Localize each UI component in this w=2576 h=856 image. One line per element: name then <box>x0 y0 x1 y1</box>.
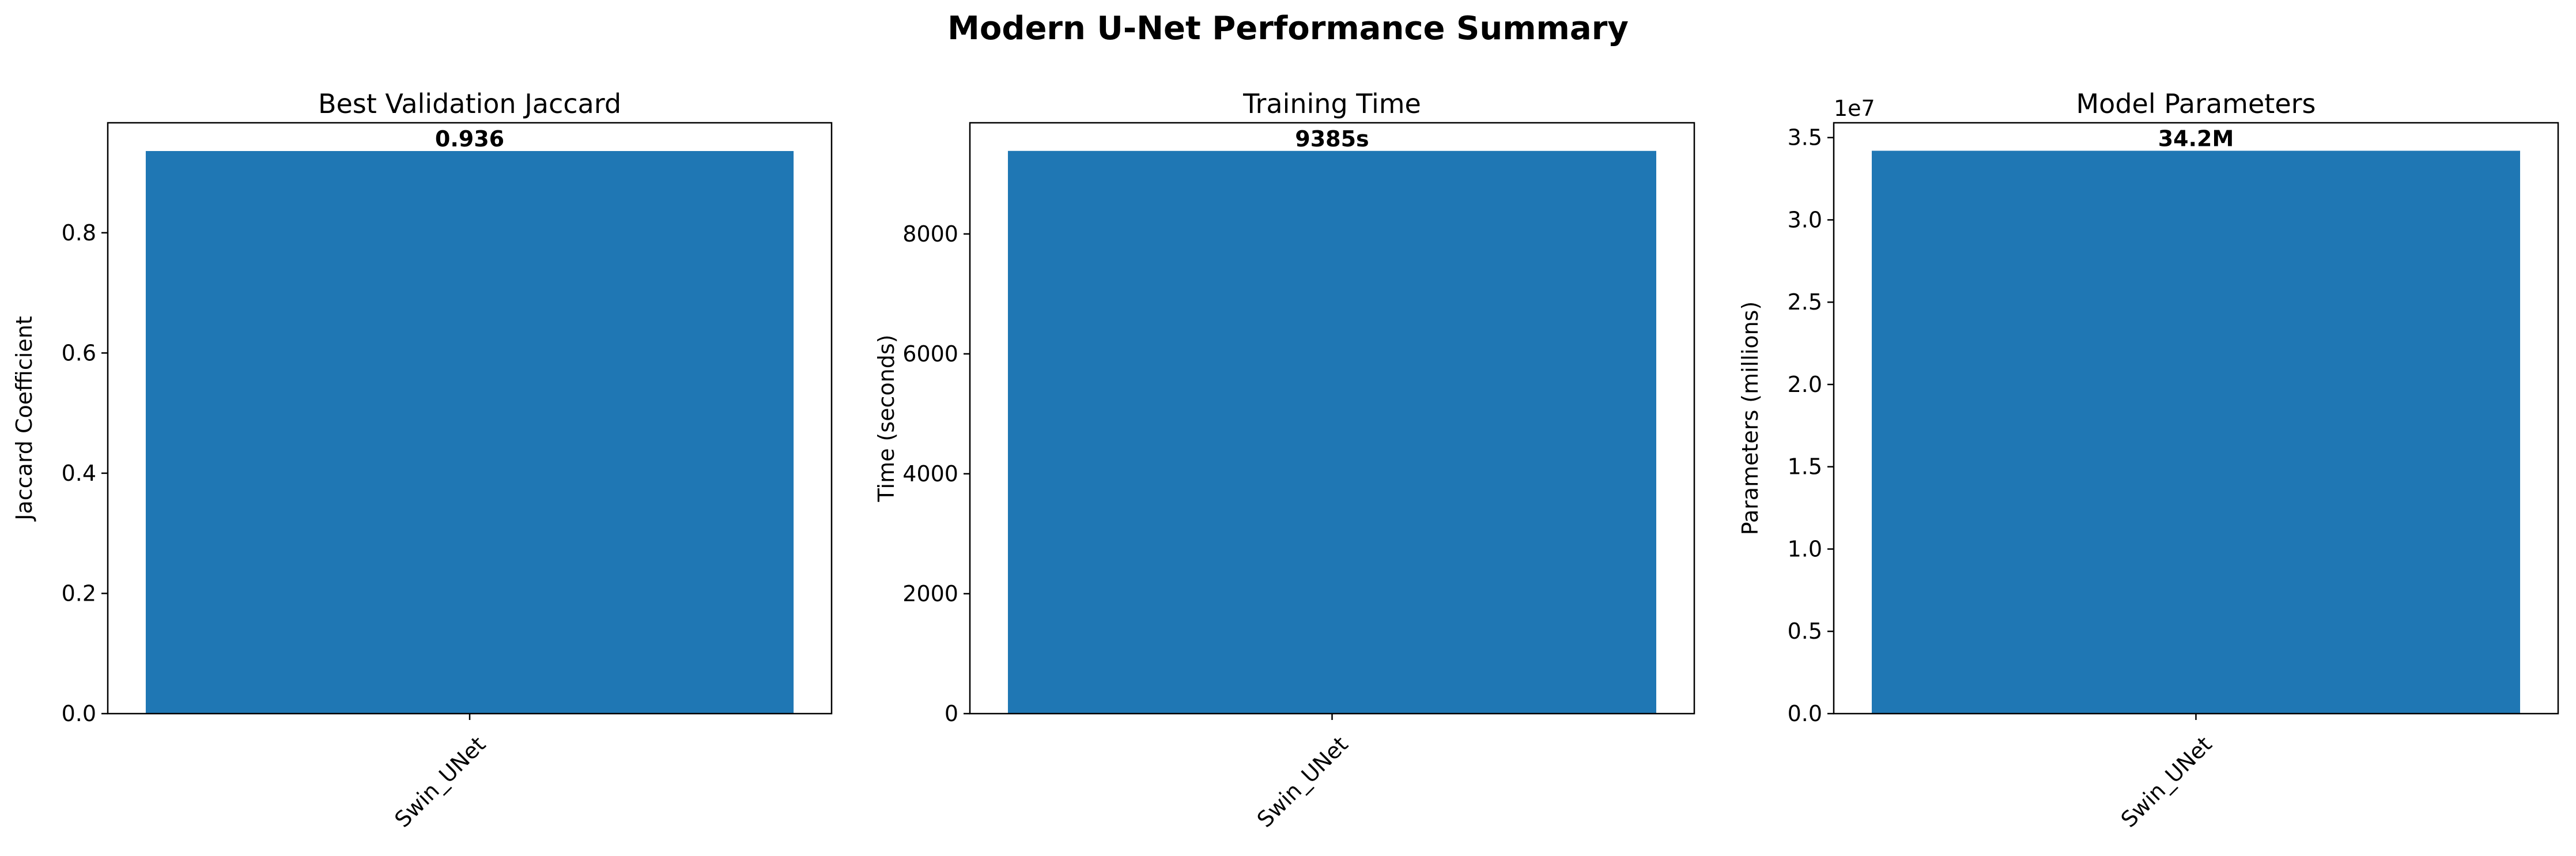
y-offset-label: 1e7 <box>1834 96 1875 121</box>
y-tick-label: 1.5 <box>1788 454 1822 480</box>
bar-value-label: 34.2M <box>2158 126 2234 152</box>
y-tick-label: 1.0 <box>1788 536 1822 561</box>
y-tick-label: 0.8 <box>62 220 96 246</box>
y-tick-label: 0.0 <box>62 701 96 726</box>
y-tick-label: 3.0 <box>1788 207 1822 232</box>
bar-value-label: 0.936 <box>435 126 504 152</box>
axes-frame <box>1833 122 2559 715</box>
axes-frame <box>107 122 833 715</box>
y-tick-label: 3.5 <box>1788 125 1822 150</box>
figure-title: Modern U-Net Performance Summary <box>947 10 1629 47</box>
bar <box>1007 150 1657 714</box>
y-tick-label: 0.6 <box>62 340 96 365</box>
bar-value-label: 9385s <box>1295 126 1369 152</box>
y-tick-label: 0.0 <box>1788 701 1822 726</box>
y-axis-label: Jaccard Coefficient <box>12 316 37 521</box>
chart-panel-3: 34.2MSwin_UNet0.00.51.01.52.02.53.03.5Mo… <box>1738 88 2559 832</box>
y-tick-label: 0.4 <box>62 461 96 486</box>
y-tick-label: 0.5 <box>1788 619 1822 644</box>
y-axis-label: Parameters (millions) <box>1738 301 1763 536</box>
y-tick-label: 2000 <box>902 581 958 606</box>
y-tick-label: 6000 <box>902 341 958 367</box>
y-tick-label: 2.0 <box>1788 372 1822 397</box>
y-tick-label: 0.2 <box>62 580 96 606</box>
y-tick-label: 8000 <box>902 221 958 247</box>
axes-frame <box>969 122 1695 715</box>
y-tick-label: 2.5 <box>1788 289 1822 315</box>
y-axis-label: Time (seconds) <box>874 334 899 502</box>
panel-title: Training Time <box>1242 88 1421 119</box>
chart-panel-2: 9385sSwin_UNet02000400060008000Training … <box>874 88 1695 832</box>
panel-title: Best Validation Jaccard <box>318 88 621 119</box>
panel-title: Model Parameters <box>2076 88 2316 119</box>
bar <box>145 151 794 714</box>
bar <box>1871 150 2521 714</box>
y-tick-label: 0 <box>945 701 958 726</box>
y-tick-label: 4000 <box>902 461 958 487</box>
